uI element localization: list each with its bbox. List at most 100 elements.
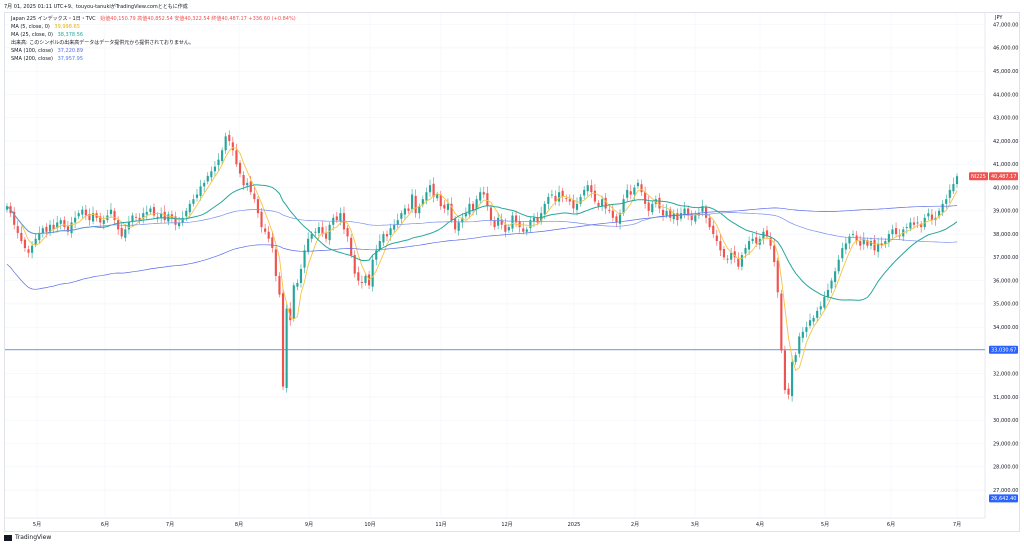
y-tick-label: 32,000.00: [993, 372, 1018, 378]
candle-body: [360, 282, 363, 283]
candle-body: [13, 211, 16, 225]
candle-body: [615, 216, 618, 223]
candle-body: [385, 234, 389, 237]
x-tick-label: 7月: [166, 522, 174, 528]
candle-body: [382, 234, 385, 243]
candle-body: [102, 220, 105, 224]
candle-body: [27, 249, 30, 253]
candle-body: [299, 268, 303, 283]
y-tick-label: 34,000.00: [993, 325, 1018, 331]
candle-body: [744, 248, 747, 254]
legend-sma100-label: SMA (100, close): [11, 48, 53, 54]
legend-title[interactable]: Japan 225 インデックス・1日・TVC: [11, 16, 96, 22]
legend-ma25-label: MA (25, close, 0): [11, 32, 54, 38]
candle-body: [393, 224, 396, 230]
candle-body: [532, 217, 536, 222]
candle-body: [851, 234, 855, 236]
candle-body: [787, 388, 790, 395]
candle-body: [722, 248, 726, 258]
candle-body: [751, 238, 754, 242]
candle-body: [475, 199, 478, 210]
candle-body: [823, 296, 826, 308]
candle-body: [497, 217, 500, 226]
sma200-line: [6, 205, 958, 290]
candle-body: [242, 174, 245, 186]
y-tick-label: 37,000.00: [993, 255, 1018, 261]
candle-body: [20, 232, 23, 242]
chart-header: 7月 01, 2025 01:11 UTC+9、touyou-tanukiがTr…: [0, 0, 1024, 12]
price-tag-value: 33,030.67: [991, 348, 1016, 354]
y-tick-label: 29,000.00: [993, 441, 1018, 447]
legend-sma100[interactable]: SMA (100, close) 37,220.89: [11, 47, 83, 55]
price-tag: [989, 172, 1018, 181]
candle-body: [138, 217, 141, 221]
footer: TradingView: [4, 534, 204, 546]
candle-body: [898, 235, 901, 237]
candle-body: [256, 199, 260, 214]
candle-body: [99, 216, 102, 223]
candle-body: [228, 134, 231, 141]
legend-sma100-value: 37,220.89: [57, 48, 84, 54]
candle-body: [260, 211, 263, 228]
candle-body: [575, 203, 579, 210]
candle-body: [887, 234, 890, 243]
candle-body: [708, 217, 711, 228]
candle-body: [59, 220, 62, 224]
candle-body: [859, 241, 862, 246]
candle-body: [23, 239, 26, 249]
legend-ma25[interactable]: MA (25, close, 0) 38,378.56: [11, 31, 83, 39]
y-tick-label: 41,000.00: [993, 162, 1018, 168]
y-tick-label: 47,000.00: [993, 22, 1018, 28]
candle-body: [927, 213, 930, 217]
candle-body: [547, 196, 550, 204]
legend-ma5[interactable]: MA (5, close, 0) 39,998.65: [11, 23, 80, 31]
legend-volume[interactable]: 出来高: このシンボルの出来高データはデータ提供元から提供されておりません。: [11, 39, 194, 47]
candle-body: [622, 199, 625, 214]
candle-body: [676, 213, 679, 221]
candle-body: [267, 231, 270, 239]
legend-ma25-value: 38,378.56: [57, 32, 84, 38]
symbol-tag-label: NI225: [971, 174, 986, 180]
candle-body: [938, 210, 941, 217]
candle-body: [798, 336, 801, 354]
candle-body: [454, 218, 457, 230]
legend-ma5-label: MA (5, close, 0): [11, 24, 50, 30]
candle-body: [450, 203, 453, 221]
legend-ma5-value: 39,998.65: [54, 24, 80, 30]
candle-body: [16, 226, 19, 233]
candle-body: [371, 259, 374, 287]
candle-body: [178, 222, 181, 227]
candle-body: [436, 194, 439, 199]
candle-body: [783, 350, 786, 391]
x-tick-label: 2月: [631, 522, 639, 528]
candle-body: [357, 272, 360, 281]
candle-body: [945, 199, 948, 204]
candle-body: [134, 216, 138, 218]
x-tick-label: 10月: [364, 522, 375, 528]
chart-area[interactable]: 47,000.00 46,000.00 45,000.00 44,000.00 43,0…: [4, 12, 1020, 532]
candle-body: [920, 223, 923, 228]
candle-body: [70, 222, 73, 234]
candle-body: [120, 228, 123, 237]
candle-body: [493, 220, 496, 228]
candle-body: [461, 217, 464, 223]
candle-body: [912, 222, 916, 225]
y-tick-label: 30,000.00: [993, 418, 1018, 424]
candle-body: [554, 195, 557, 202]
candle-body: [113, 211, 116, 221]
candle-body: [737, 258, 740, 267]
y-tick-label: 44,000.00: [993, 92, 1018, 98]
y-tick-label: 31,000.00: [993, 395, 1018, 401]
candle-body: [665, 210, 668, 216]
candle-body: [221, 150, 224, 162]
candle-body: [916, 222, 919, 224]
candle-body: [730, 252, 733, 260]
candle-body: [819, 306, 822, 310]
candle-body: [593, 190, 596, 202]
price-chart[interactable]: 47,000.00 46,000.00 45,000.00 44,000.00 43,0…: [5, 13, 1019, 531]
candle-body: [289, 308, 292, 321]
candle-body: [274, 249, 277, 276]
candle-body: [909, 222, 912, 229]
legend-sma200[interactable]: SMA (200, close) 37,957.95: [11, 55, 83, 63]
candle-body: [109, 209, 113, 215]
